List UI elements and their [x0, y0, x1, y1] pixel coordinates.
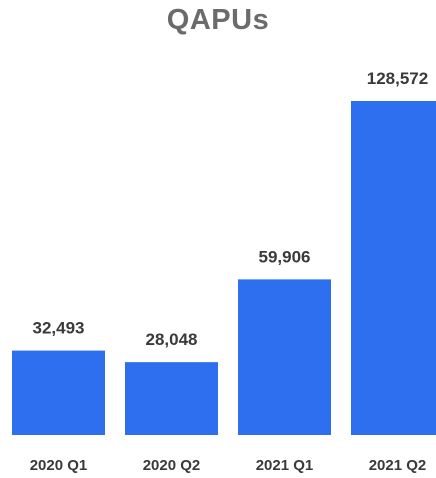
chart-title: QAPUs	[166, 4, 270, 36]
x-tick-label: 2020 Q2	[143, 457, 201, 474]
bar-value-label: 32,493	[33, 319, 85, 338]
x-tick-label: 2021 Q1	[256, 457, 314, 474]
bar-2021-q2	[351, 101, 436, 435]
bar-2021-q1	[238, 279, 331, 435]
x-tick-label: 2021 Q2	[369, 457, 427, 474]
x-tick-label: 2020 Q1	[30, 457, 88, 474]
bar-value-label: 59,906	[259, 247, 311, 266]
bar-value-label: 28,048	[146, 330, 198, 349]
bar-2020-q1	[12, 350, 105, 435]
bar-value-label: 128,572	[367, 69, 428, 88]
bar-2020-q2	[125, 362, 218, 435]
